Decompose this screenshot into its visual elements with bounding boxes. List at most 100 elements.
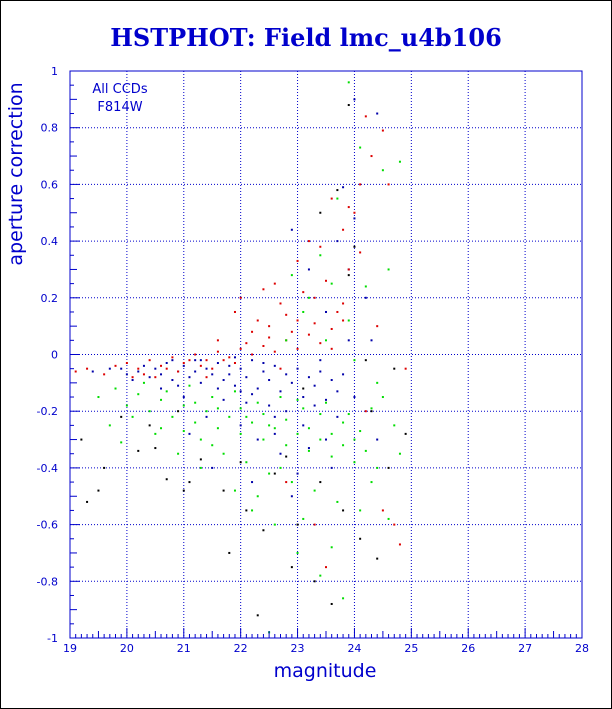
data-point-series-2	[330, 327, 333, 330]
data-point-series-3	[256, 401, 259, 404]
data-point-series-2	[398, 543, 401, 546]
data-point-series-3	[211, 444, 214, 447]
data-point-series-1	[285, 373, 288, 376]
data-point-series-1	[251, 359, 254, 362]
data-point-series-3	[370, 407, 373, 410]
data-point-series-4	[387, 466, 390, 469]
data-point-series-4	[359, 537, 362, 540]
data-point-series-2	[216, 339, 219, 342]
y-tick-label: -0.8	[37, 575, 58, 588]
data-point-series-2	[387, 183, 390, 186]
data-point-series-1	[222, 398, 225, 401]
y-axis-label: aperture correction	[5, 82, 27, 265]
data-point-series-1	[256, 438, 259, 441]
data-point-series-3	[268, 424, 271, 427]
data-point-series-2	[165, 367, 168, 370]
data-point-series-4	[364, 359, 367, 362]
data-point-series-3	[296, 432, 299, 435]
data-point-series-3	[376, 381, 379, 384]
data-point-series-2	[307, 333, 310, 336]
data-point-series-2	[211, 367, 214, 370]
data-point-series-4	[330, 602, 333, 605]
data-point-series-2	[239, 296, 242, 299]
data-point-series-3	[114, 387, 117, 390]
data-point-series-3	[347, 81, 350, 84]
x-tick-label: 20	[120, 642, 134, 655]
data-point-series-3	[199, 438, 202, 441]
data-point-series-3	[148, 410, 151, 413]
data-point-series-1	[336, 390, 339, 393]
data-point-series-2	[194, 353, 197, 356]
data-point-series-3	[381, 169, 384, 172]
data-point-series-3	[313, 489, 316, 492]
data-point-series-3	[330, 282, 333, 285]
y-tick-label: 0.2	[41, 292, 59, 305]
data-point-series-1	[177, 384, 180, 387]
data-point-series-1	[342, 373, 345, 376]
data-point-series-1	[233, 384, 236, 387]
x-tick-label: 24	[347, 642, 361, 655]
data-point-series-3	[347, 413, 350, 416]
data-point-series-4	[296, 523, 299, 526]
data-point-series-3	[137, 393, 140, 396]
data-point-series-3	[398, 452, 401, 455]
data-point-series-1	[307, 447, 310, 450]
data-point-series-2	[137, 367, 140, 370]
data-point-series-3	[376, 466, 379, 469]
data-point-series-4	[80, 438, 83, 441]
data-point-series-1	[211, 373, 214, 376]
data-point-series-3	[97, 396, 100, 399]
data-point-series-3	[290, 274, 293, 277]
data-point-series-3	[160, 398, 163, 401]
data-point-series-4	[239, 461, 242, 464]
data-points	[74, 81, 407, 634]
data-point-series-4	[245, 509, 248, 512]
data-point-series-1	[205, 367, 208, 370]
data-point-series-2	[381, 509, 384, 512]
grid	[70, 71, 582, 638]
annotation-filter: F814W	[97, 100, 142, 115]
data-point-series-3	[302, 310, 305, 313]
data-point-series-3	[160, 427, 163, 430]
data-point-series-4	[370, 410, 373, 413]
data-point-series-1	[239, 424, 242, 427]
data-point-series-2	[313, 523, 316, 526]
data-point-series-2	[359, 183, 362, 186]
data-point-series-3	[325, 339, 327, 342]
data-point-series-3	[233, 390, 236, 393]
data-point-series-2	[239, 347, 242, 350]
data-point-series-4	[120, 415, 123, 418]
data-point-series-2	[251, 353, 254, 356]
data-point-series-3	[342, 444, 345, 447]
data-point-series-2	[273, 350, 276, 353]
data-point-series-3	[359, 146, 362, 149]
data-point-series-2	[325, 566, 327, 569]
y-axis-ticks: -1 -0.8 -0.6 -0.4 -0.2 0 0.2 0.4 0.6 0.8 1	[37, 65, 80, 645]
data-point-series-1	[228, 373, 231, 376]
data-point-series-1	[188, 376, 191, 379]
data-point-series-3	[199, 466, 202, 469]
data-point-series-1	[296, 472, 299, 475]
data-point-series-2	[245, 342, 248, 345]
data-point-series-1	[245, 401, 248, 404]
data-point-series-4	[199, 458, 202, 461]
data-point-series-3	[307, 427, 310, 430]
data-point-series-1	[364, 296, 367, 299]
data-point-series-4	[285, 455, 288, 458]
data-point-series-2	[313, 322, 316, 325]
data-point-series-1	[245, 376, 248, 379]
data-point-series-1	[194, 359, 197, 362]
data-point-series-4	[313, 580, 316, 583]
y-tick-label: 1	[51, 65, 58, 78]
data-point-series-1	[131, 379, 134, 382]
data-point-series-2	[342, 228, 345, 231]
data-point-series-3	[353, 438, 356, 441]
data-point-series-3	[216, 427, 219, 430]
data-point-series-1	[296, 367, 299, 370]
x-tick-label: 25	[404, 642, 418, 655]
data-point-series-4	[165, 478, 168, 481]
data-point-series-3	[359, 509, 362, 512]
data-point-series-1	[165, 362, 168, 365]
data-point-series-3	[211, 396, 214, 399]
data-point-series-1	[279, 452, 282, 455]
